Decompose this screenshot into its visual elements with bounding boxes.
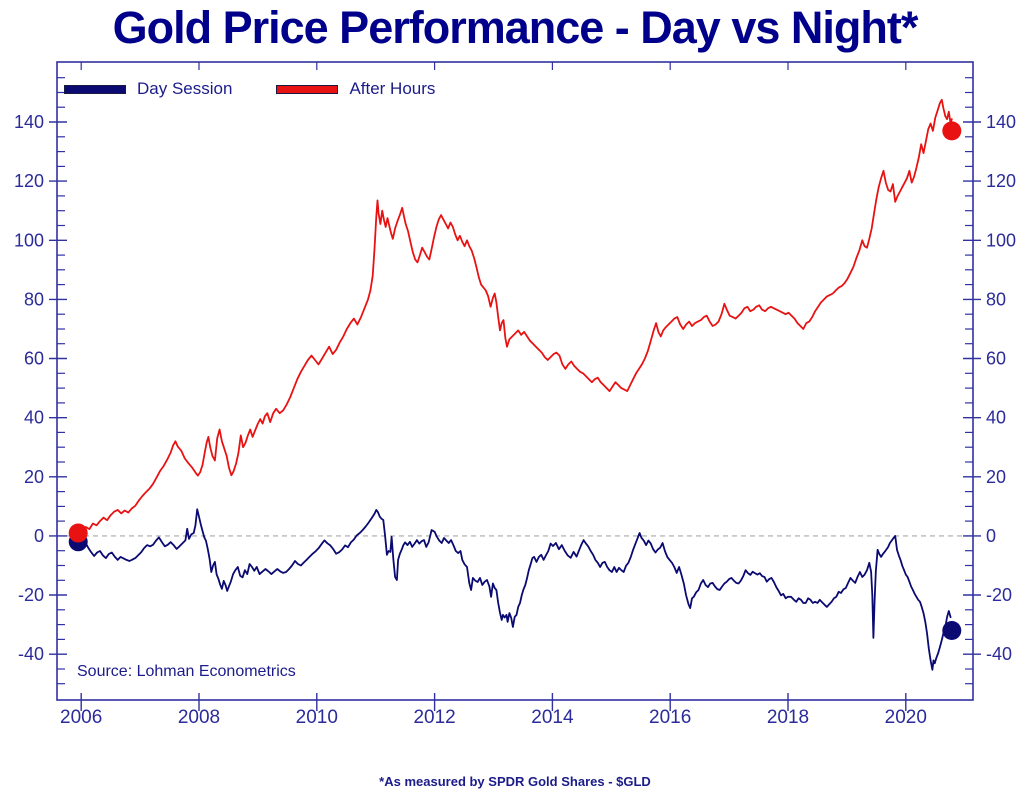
plot-border — [56, 61, 974, 701]
y-tick-label-right: -20 — [986, 585, 1012, 605]
y-tick-label-left: 80 — [24, 289, 44, 309]
y-tick-label-left: 40 — [24, 408, 44, 428]
y-tick-label-right: 140 — [986, 112, 1016, 132]
y-tick-label-left: 140 — [14, 112, 44, 132]
y-tick-label-left: -40 — [18, 644, 44, 664]
x-tick-label: 2016 — [649, 707, 691, 728]
legend-label-day-session: Day Session — [137, 79, 233, 98]
y-tick-label-left: 60 — [24, 349, 44, 369]
after-hours-end-dot — [942, 121, 962, 141]
y-tick-label-right: 0 — [986, 526, 996, 546]
after-hours-start-dot — [68, 523, 88, 543]
y-tick-label-right: -40 — [986, 644, 1012, 664]
y-tick-label-left: 100 — [14, 230, 44, 250]
day-session-line — [77, 508, 952, 671]
legend-item-day-session: Day Session — [64, 79, 232, 99]
y-tick-label-left: -20 — [18, 585, 44, 605]
after-hours-swatch-icon — [276, 84, 339, 94]
x-tick-label: 2012 — [413, 707, 455, 728]
x-tick-label: 2010 — [296, 707, 338, 728]
x-tick-label: 2006 — [60, 707, 102, 728]
y-tick-label-right: 40 — [986, 408, 1006, 428]
x-tick-label: 2014 — [531, 707, 574, 728]
legend-item-after-hours: After Hours — [276, 79, 435, 99]
footnote: *As measured by SPDR Gold Shares - $GLD — [379, 774, 651, 789]
y-tick-label-right: 100 — [986, 230, 1016, 250]
y-tick-label-right: 120 — [986, 171, 1016, 191]
x-tick-label: 2008 — [178, 707, 220, 728]
y-tick-label-left: 20 — [24, 467, 44, 487]
y-tick-label-left: 0 — [34, 526, 44, 546]
x-tick-label: 2020 — [885, 707, 927, 728]
day-session-end-dot — [942, 621, 962, 640]
page-title: Gold Price Performance - Day vs Night* — [112, 2, 919, 53]
x-tick-label: 2018 — [767, 707, 809, 728]
y-tick-label-left: 120 — [14, 171, 44, 191]
y-tick-label-right: 60 — [986, 349, 1006, 369]
y-tick-label-right: 80 — [986, 289, 1006, 309]
source-note: Source: Lohman Econometrics — [77, 663, 296, 680]
legend-label-after-hours: After Hours — [349, 79, 436, 98]
y-tick-label-right: 20 — [986, 467, 1006, 487]
after-hours-line — [77, 98, 953, 534]
day-session-swatch-icon — [64, 84, 126, 94]
chart-legend: Day Session After Hours — [64, 79, 479, 99]
